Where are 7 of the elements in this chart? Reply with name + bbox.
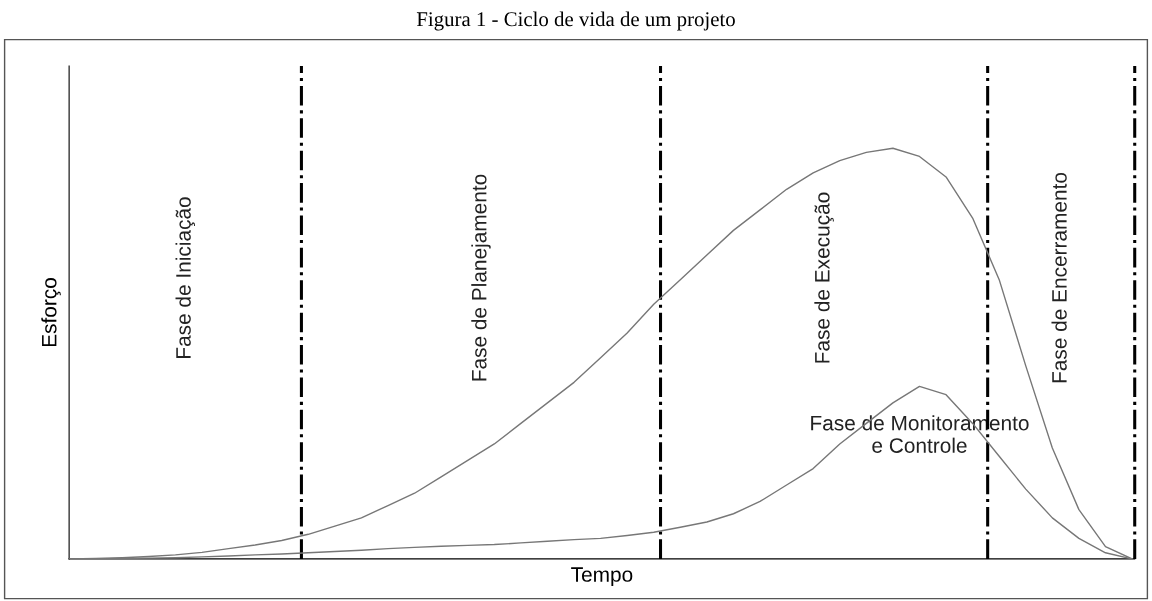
annotation: Fase de Execução [814,192,834,363]
annotation: Fase de Encerramento [1051,172,1067,383]
chart-title: Figura 1 - Ciclo de vida de um projeto [416,11,735,31]
x-axis-title: Tempo [571,567,633,586]
y-axis-title: Esforço [41,278,61,347]
annotation: Fase de Planejamento [471,174,491,381]
annotation: Fase de Iniciação [175,197,196,358]
